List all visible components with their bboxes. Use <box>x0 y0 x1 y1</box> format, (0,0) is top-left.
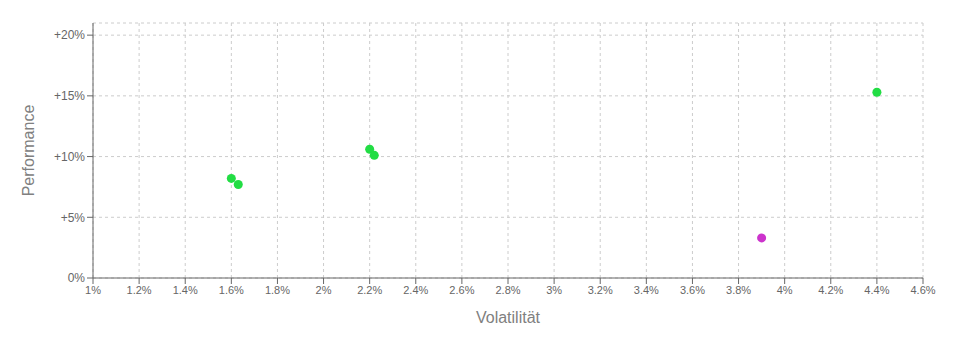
svg-text:2.2%: 2.2% <box>357 284 382 296</box>
svg-text:0%: 0% <box>68 271 86 285</box>
svg-text:1.4%: 1.4% <box>173 284 198 296</box>
svg-text:4.6%: 4.6% <box>910 284 935 296</box>
svg-text:1.6%: 1.6% <box>219 284 244 296</box>
svg-text:Volatilität: Volatilität <box>476 309 541 326</box>
svg-text:+20%: +20% <box>54 28 85 42</box>
svg-text:4.4%: 4.4% <box>864 284 889 296</box>
svg-text:3.8%: 3.8% <box>726 284 751 296</box>
svg-text:1.8%: 1.8% <box>265 284 290 296</box>
svg-text:+5%: +5% <box>61 211 86 225</box>
svg-text:2%: 2% <box>316 284 332 296</box>
svg-text:3%: 3% <box>546 284 562 296</box>
svg-text:3.6%: 3.6% <box>680 284 705 296</box>
svg-text:2.6%: 2.6% <box>449 284 474 296</box>
svg-text:4%: 4% <box>777 284 793 296</box>
svg-text:Performance: Performance <box>20 105 37 197</box>
svg-text:3.2%: 3.2% <box>588 284 613 296</box>
svg-text:4.2%: 4.2% <box>818 284 843 296</box>
svg-text:3.4%: 3.4% <box>634 284 659 296</box>
svg-text:1%: 1% <box>85 284 101 296</box>
svg-text:2.8%: 2.8% <box>495 284 520 296</box>
svg-text:+15%: +15% <box>54 89 85 103</box>
svg-text:1.2%: 1.2% <box>127 284 152 296</box>
svg-text:+10%: +10% <box>54 150 85 164</box>
svg-text:2.4%: 2.4% <box>403 284 428 296</box>
